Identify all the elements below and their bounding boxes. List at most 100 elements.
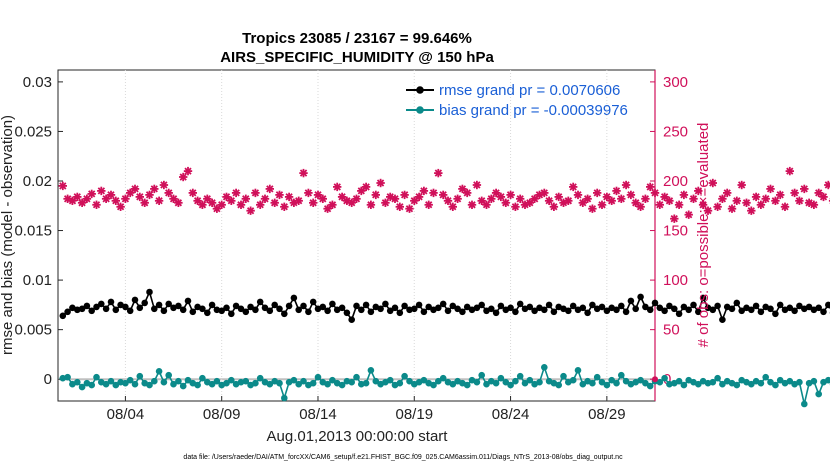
rmse-point bbox=[396, 309, 404, 317]
asterisk-stroke bbox=[295, 197, 303, 205]
asterisk-stroke bbox=[771, 197, 780, 205]
rmse-point bbox=[589, 301, 596, 309]
rmse-point bbox=[545, 301, 553, 309]
asterisk-stroke bbox=[685, 211, 693, 219]
asterisk-stroke bbox=[781, 203, 789, 211]
obs-evaluated-point bbox=[217, 200, 226, 209]
rmse-point bbox=[266, 307, 274, 315]
obs-evaluated-point bbox=[116, 202, 125, 211]
asterisk-stroke bbox=[704, 207, 712, 215]
rmse-point bbox=[271, 301, 279, 309]
rmse-point bbox=[324, 307, 331, 315]
asterisk-stroke bbox=[189, 189, 197, 197]
rmse-point bbox=[757, 308, 765, 316]
asterisk-stroke bbox=[261, 195, 269, 203]
rmse-point bbox=[83, 302, 91, 310]
bias-point bbox=[646, 382, 654, 390]
bias-point bbox=[420, 376, 428, 384]
x-tick-label: 08/14 bbox=[299, 406, 337, 423]
bias-point bbox=[801, 400, 808, 408]
asterisk-stroke bbox=[742, 199, 751, 207]
asterisk-stroke bbox=[280, 203, 288, 211]
asterisk-stroke bbox=[612, 187, 621, 195]
asterisk-stroke bbox=[376, 179, 385, 187]
rmse-point bbox=[358, 306, 365, 314]
rmse-point bbox=[309, 298, 317, 306]
rmse-point bbox=[675, 310, 683, 318]
asterisk-stroke bbox=[709, 179, 717, 187]
asterisk-stroke bbox=[555, 193, 563, 201]
rmse-point bbox=[415, 301, 423, 309]
asterisk-stroke bbox=[718, 195, 727, 203]
rmse-point bbox=[64, 308, 71, 316]
rmse-point bbox=[695, 308, 702, 316]
asterisk-stroke bbox=[800, 185, 808, 193]
obs-evaluated-point bbox=[549, 202, 559, 211]
rmse-point bbox=[136, 304, 144, 312]
asterisk-stroke bbox=[372, 191, 380, 199]
asterisk-stroke bbox=[107, 191, 115, 199]
obs-evaluated-point bbox=[679, 190, 689, 200]
rmse-point bbox=[767, 305, 774, 313]
rmse-point bbox=[377, 305, 384, 313]
rmse-point bbox=[107, 298, 115, 306]
asterisk-stroke bbox=[636, 203, 645, 211]
bias-point bbox=[338, 381, 346, 389]
obs-evaluated-point bbox=[198, 200, 207, 209]
rmse-point bbox=[622, 308, 630, 316]
y-tick-label: 0 bbox=[44, 371, 52, 388]
asterisk-stroke bbox=[540, 189, 548, 197]
bias-point bbox=[223, 379, 230, 387]
bias-point bbox=[300, 377, 307, 385]
asterisk-stroke bbox=[136, 193, 144, 201]
x-gridlines bbox=[124, 70, 608, 401]
bias-point bbox=[757, 379, 765, 387]
obs-evaluated-point bbox=[439, 190, 448, 200]
bias-point bbox=[146, 381, 153, 389]
obs-possible-marker bbox=[652, 376, 658, 383]
bias-point bbox=[435, 377, 442, 385]
asterisk-stroke bbox=[415, 193, 423, 201]
obs-evaluated-point bbox=[231, 188, 241, 198]
obs-evaluated-point bbox=[183, 166, 193, 176]
bias-point bbox=[767, 378, 774, 386]
asterisk-stroke bbox=[405, 205, 414, 213]
obs-evaluated-point bbox=[583, 194, 592, 203]
asterisk-stroke bbox=[237, 201, 245, 209]
asterisk-stroke bbox=[511, 203, 520, 211]
rmse-point bbox=[353, 302, 360, 310]
obs-evaluated-point bbox=[597, 200, 607, 209]
rmse-point bbox=[425, 303, 433, 311]
bias-point bbox=[74, 378, 81, 386]
obs-evaluated-point bbox=[718, 194, 727, 203]
asterisk-stroke bbox=[232, 189, 240, 197]
y-tick-label: 0.025 bbox=[14, 123, 52, 140]
rmse-point bbox=[204, 309, 211, 317]
legend-bias-marker bbox=[416, 106, 424, 114]
y-axis-label: rmse and bias (model - observation) bbox=[0, 115, 16, 355]
asterisk-stroke bbox=[564, 197, 573, 205]
bias-point bbox=[353, 373, 360, 381]
asterisk-stroke bbox=[632, 199, 640, 207]
obs-evaluated-point bbox=[366, 200, 376, 209]
obs-evaluated-point bbox=[361, 182, 371, 192]
rmse-point bbox=[228, 310, 235, 318]
rmse-point bbox=[642, 303, 649, 311]
asterisk-stroke bbox=[92, 201, 101, 209]
obs-evaluated-point bbox=[636, 202, 645, 211]
obs-evaluated-point bbox=[371, 190, 380, 200]
asterisk-stroke bbox=[665, 197, 674, 205]
obs-evaluated-point bbox=[819, 192, 828, 202]
asterisk-stroke bbox=[819, 193, 828, 201]
bias-point bbox=[569, 376, 577, 384]
obs-evaluated-point bbox=[655, 200, 664, 209]
bias-point bbox=[536, 378, 543, 386]
bias-point bbox=[136, 372, 144, 380]
rmse-point bbox=[526, 303, 534, 311]
bias-point bbox=[516, 372, 524, 380]
obs-evaluated-point bbox=[506, 190, 515, 200]
bias-point bbox=[430, 381, 437, 389]
obs-evaluated-point bbox=[602, 192, 612, 202]
asterisk-stroke bbox=[333, 183, 341, 191]
bias-point bbox=[112, 381, 120, 389]
